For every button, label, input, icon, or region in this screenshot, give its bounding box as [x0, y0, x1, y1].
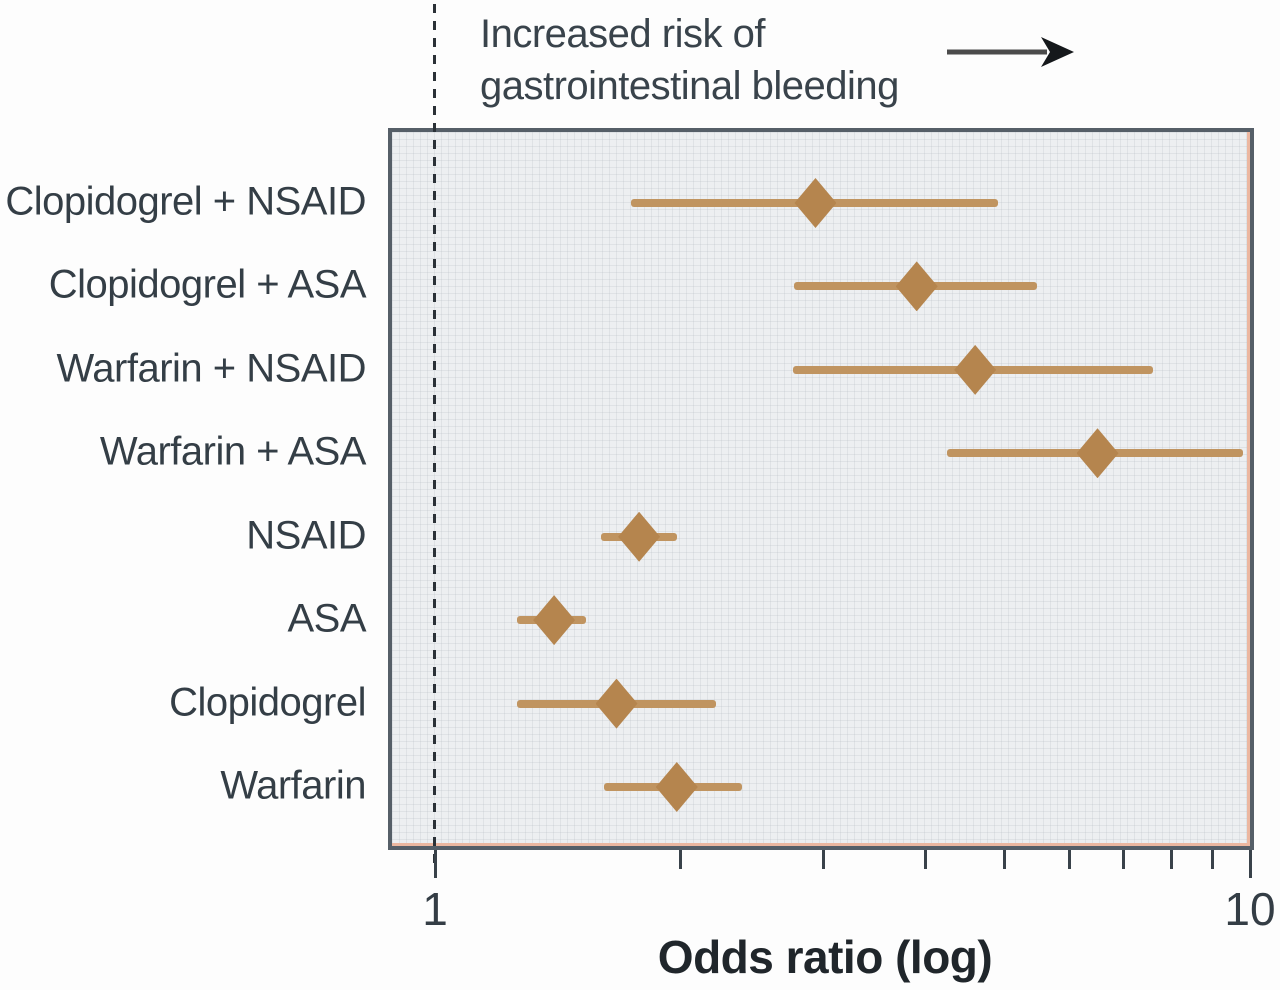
x-tick-3	[822, 850, 826, 869]
x-tick-9	[1211, 850, 1215, 869]
plot-area	[388, 128, 1254, 850]
x-tick-label-10: 10	[1224, 883, 1276, 935]
x-tick-1	[433, 850, 437, 878]
row-label-asa: ASA	[287, 596, 366, 641]
reference-line-or-1	[433, 4, 436, 868]
row-label-warfarin: Warfarin	[220, 763, 366, 808]
x-tick-10	[1248, 850, 1252, 878]
right-arrow-icon	[947, 37, 1074, 67]
x-tick-5	[1003, 850, 1007, 869]
x-tick-8	[1169, 850, 1173, 869]
row-label-warfarin-nsaid: Warfarin + NSAID	[56, 346, 367, 391]
x-tick-6	[1067, 850, 1071, 869]
row-label-warfarin-asa: Warfarin + ASA	[99, 429, 367, 474]
x-tick-4	[924, 850, 928, 869]
row-label-clopidogrel-nsaid: Clopidogrel + NSAID	[5, 179, 366, 224]
x-tick-2	[678, 850, 682, 869]
annotation-increased-risk: Increased risk of gastrointestinal bleed…	[480, 8, 899, 112]
x-axis-title: Odds ratio (log)	[657, 931, 993, 983]
annotation-line-2: gastrointestinal bleeding	[480, 64, 899, 108]
row-label-nsaid: NSAID	[246, 513, 366, 558]
x-tick-7	[1122, 850, 1126, 869]
row-label-clopidogrel-asa: Clopidogrel + ASA	[48, 263, 367, 308]
row-label-clopidogrel: Clopidogrel	[169, 680, 366, 725]
annotation-line-1: Increased risk of	[480, 12, 765, 56]
x-tick-label-1: 1	[422, 883, 448, 935]
